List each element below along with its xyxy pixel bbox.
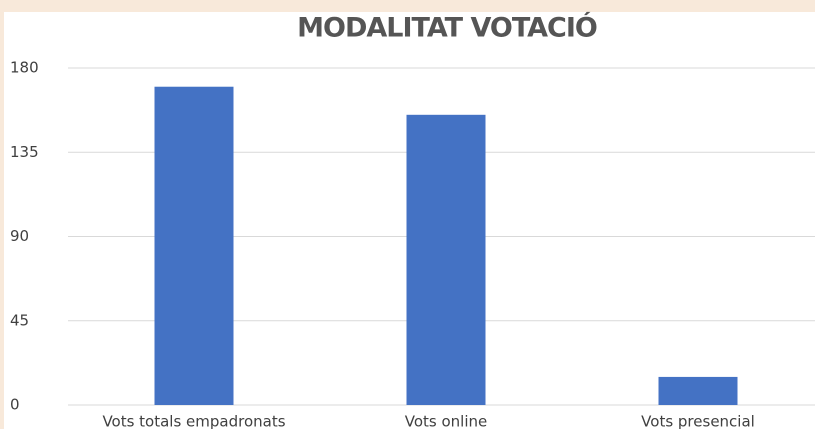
x-tick-label: Vots totals empadronats [102, 413, 285, 429]
x-tick-label: Vots presencial [641, 413, 755, 429]
bar [406, 114, 486, 406]
chart-title: MODALITAT VOTACIÓ [297, 12, 597, 44]
y-tick-label: 90 [10, 227, 29, 245]
x-tick-label: Vots online [405, 413, 488, 429]
y-tick-label: 45 [10, 311, 29, 329]
bar [154, 86, 234, 405]
bar [658, 376, 738, 405]
y-tick-label: 135 [10, 143, 39, 161]
y-tick-label: 0 [10, 396, 20, 414]
y-tick-label: 180 [10, 59, 39, 77]
